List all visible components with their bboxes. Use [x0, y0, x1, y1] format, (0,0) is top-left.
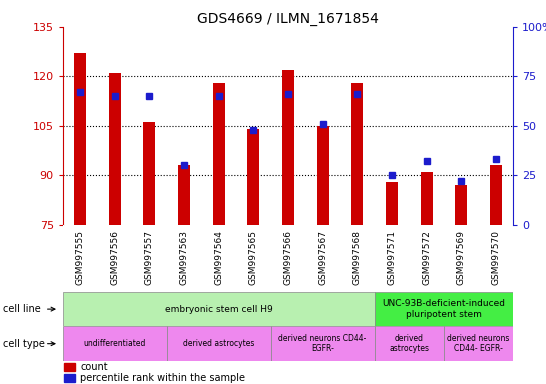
Bar: [490, 166, 502, 225]
Text: GSM997555: GSM997555: [75, 230, 85, 285]
Text: GSM997568: GSM997568: [353, 230, 362, 285]
Bar: [64, 363, 75, 371]
Bar: [420, 172, 432, 225]
Text: derived
astrocytes: derived astrocytes: [389, 334, 429, 353]
Bar: [317, 126, 329, 225]
Text: GSM997566: GSM997566: [283, 230, 293, 285]
Bar: [212, 83, 225, 225]
Bar: [178, 166, 190, 225]
Bar: [271, 326, 375, 361]
Text: derived astrocytes: derived astrocytes: [183, 339, 254, 348]
Text: GSM997556: GSM997556: [110, 230, 119, 285]
Bar: [144, 122, 156, 225]
Text: GSM997572: GSM997572: [422, 230, 431, 285]
Bar: [247, 129, 259, 225]
Bar: [74, 53, 86, 225]
Bar: [375, 292, 513, 326]
Bar: [167, 326, 271, 361]
Text: derived neurons CD44-
EGFR-: derived neurons CD44- EGFR-: [278, 334, 367, 353]
Text: GSM997564: GSM997564: [214, 230, 223, 285]
Text: UNC-93B-deficient-induced
pluripotent stem: UNC-93B-deficient-induced pluripotent st…: [382, 300, 506, 319]
Bar: [282, 70, 294, 225]
Bar: [455, 185, 467, 225]
Bar: [386, 182, 398, 225]
Text: count: count: [80, 362, 108, 372]
Text: embryonic stem cell H9: embryonic stem cell H9: [165, 305, 272, 314]
Bar: [375, 326, 444, 361]
Bar: [444, 326, 513, 361]
Bar: [109, 73, 121, 225]
Text: derived neurons
CD44- EGFR-: derived neurons CD44- EGFR-: [447, 334, 510, 353]
Text: GSM997557: GSM997557: [145, 230, 154, 285]
Bar: [63, 292, 375, 326]
Text: undifferentiated: undifferentiated: [84, 339, 146, 348]
Bar: [63, 326, 167, 361]
Text: cell type: cell type: [3, 339, 45, 349]
Bar: [64, 374, 75, 382]
Title: GDS4669 / ILMN_1671854: GDS4669 / ILMN_1671854: [197, 12, 379, 26]
Text: GSM997569: GSM997569: [457, 230, 466, 285]
Text: GSM997571: GSM997571: [388, 230, 396, 285]
Text: percentile rank within the sample: percentile rank within the sample: [80, 373, 245, 383]
Text: GSM997570: GSM997570: [491, 230, 501, 285]
Text: cell line: cell line: [3, 304, 40, 314]
Text: GSM997565: GSM997565: [249, 230, 258, 285]
Bar: [351, 83, 364, 225]
Text: GSM997563: GSM997563: [180, 230, 188, 285]
Text: GSM997567: GSM997567: [318, 230, 327, 285]
